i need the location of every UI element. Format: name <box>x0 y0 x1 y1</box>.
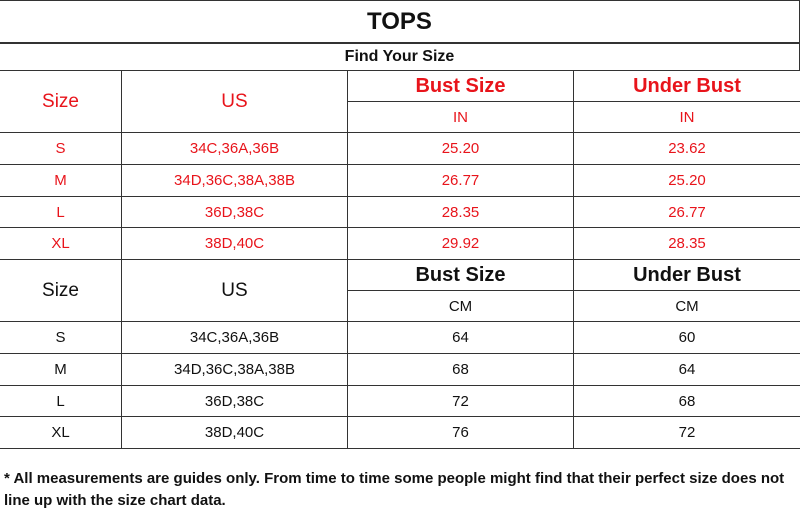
table-cell-under: 25.20 <box>573 164 800 197</box>
table-cell-bust: 25.20 <box>347 132 574 165</box>
footnote: * All measurements are guides only. From… <box>4 470 785 509</box>
header-bust-size: Bust Size <box>347 259 574 291</box>
table-cell-under: 60 <box>573 321 800 354</box>
unit-bust: IN <box>347 101 574 133</box>
header-size: Size <box>0 70 122 133</box>
table-cell-under: 26.77 <box>573 196 800 228</box>
table-cell-bust: 68 <box>347 353 574 386</box>
table-cell-under: 64 <box>573 353 800 386</box>
table-cell-size: M <box>0 353 122 386</box>
header-size: Size <box>0 259 122 322</box>
unit-under: CM <box>573 290 800 322</box>
table-cell-us: 34C,36A,36B <box>121 132 348 165</box>
table-cell-us: 34C,36A,36B <box>121 321 348 354</box>
header-us: US <box>121 70 348 133</box>
table-cell-size: L <box>0 385 122 417</box>
table-cell-bust: 29.92 <box>347 227 574 260</box>
table-cell-under: 68 <box>573 385 800 417</box>
table-cell-us: 34D,36C,38A,38B <box>121 164 348 197</box>
table-cell-size: XL <box>0 227 122 260</box>
unit-bust: CM <box>347 290 574 322</box>
table-cell-size: XL <box>0 416 122 449</box>
unit-under: IN <box>573 101 800 133</box>
header-under-bust: Under Bust <box>573 70 800 102</box>
table-cell-bust: 76 <box>347 416 574 449</box>
table-cell-size: S <box>0 132 122 165</box>
table-cell-size: L <box>0 196 122 228</box>
header-us: US <box>121 259 348 322</box>
table-cell-us: 36D,38C <box>121 196 348 228</box>
table-cell-bust: 72 <box>347 385 574 417</box>
table-cell-bust: 64 <box>347 321 574 354</box>
table-cell-under: 72 <box>573 416 800 449</box>
table-cell-under: 23.62 <box>573 132 800 165</box>
table-cell-bust: 28.35 <box>347 196 574 228</box>
table-cell-size: S <box>0 321 122 354</box>
table-cell-size: M <box>0 164 122 197</box>
table-cell-us: 36D,38C <box>121 385 348 417</box>
chart-title: TOPS <box>0 0 800 43</box>
chart-subtitle: Find Your Size <box>0 43 800 71</box>
table-cell-us: 38D,40C <box>121 416 348 449</box>
table-cell-bust: 26.77 <box>347 164 574 197</box>
header-bust-size: Bust Size <box>347 70 574 102</box>
table-cell-under: 28.35 <box>573 227 800 260</box>
table-cell-us: 38D,40C <box>121 227 348 260</box>
header-under-bust: Under Bust <box>573 259 800 291</box>
table-cell-us: 34D,36C,38A,38B <box>121 353 348 386</box>
